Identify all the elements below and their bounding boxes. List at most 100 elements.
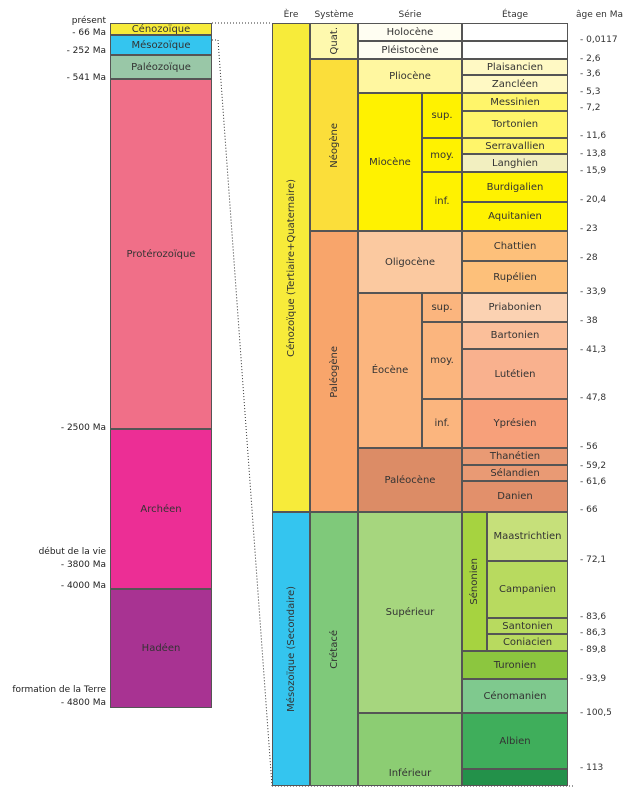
stage-lutetien-label: Lutétien: [494, 368, 536, 380]
system-paleogene-label: Paléogène: [328, 345, 340, 398]
age-tick: - 3,6: [580, 69, 601, 79]
header-systeme: Système: [314, 10, 354, 20]
system-paleogene: Paléogène: [310, 231, 358, 512]
stage-santonien: Santonien: [487, 618, 568, 634]
stage-zancleen-label: Zancléen: [491, 78, 539, 90]
age-tick: - 66: [580, 505, 598, 515]
stage-danien: Danien: [462, 481, 568, 512]
age-tick: - 61,6: [580, 477, 607, 487]
stage-cenomanien: Cénomanien: [462, 679, 568, 713]
eon-mesozoique: Mésozoïque: [110, 35, 212, 55]
stage-priabonien: Priabonien: [462, 293, 568, 322]
series-oligocene: Oligocène: [358, 231, 462, 293]
system-neogene: Néogène: [310, 59, 358, 231]
age-tick: - 28: [580, 253, 598, 263]
label-541ma: - 541 Ma: [66, 73, 106, 83]
eon-cenozoique: Cénozoïque: [110, 23, 212, 35]
age-tick: - 13,8: [580, 149, 607, 159]
stage-priabonien-label: Priabonien: [488, 302, 542, 313]
age-tick: - 41,3: [580, 345, 607, 355]
eon-hadeen: Hadéen: [110, 589, 212, 708]
subseries-miocene-inf: inf.: [422, 172, 462, 231]
age-tick: - 72,1: [580, 555, 607, 565]
stage-albien-label: Albien: [499, 735, 531, 747]
stage-maastrichtien-label: Maastrichtien: [493, 531, 562, 542]
stage-chattien: Chattien: [462, 231, 568, 261]
stage-zancleen: Zancléen: [462, 75, 568, 93]
subseries-eocene-inf: inf.: [422, 399, 462, 448]
series-paleocene-label: Paléocène: [384, 474, 436, 486]
header-ere: Ère: [283, 10, 299, 20]
stage-albien: Albien: [462, 713, 568, 769]
header-age: âge en Ma: [576, 10, 624, 20]
label-4000ma: - 4000 Ma: [60, 581, 106, 591]
stage-langhien-label: Langhien: [492, 157, 538, 169]
series-pleistocene-label: Pléistocène: [381, 44, 439, 56]
age-tick: - 0,0117: [580, 35, 618, 45]
subseries-senonien-label: Sénonien: [469, 558, 480, 605]
eon-mesozoique-label: Mésozoïque: [131, 39, 191, 51]
eon-archeen: Archéen: [110, 429, 212, 589]
series-inferieur-label: Inférieur: [388, 768, 432, 779]
age-tick: - 89,8: [580, 645, 607, 655]
era-cenozoique-label: Cénozoïque (Tertiaire+Quaternaire): [285, 178, 297, 357]
stage-burdigalien: Burdigalien: [462, 172, 568, 202]
stage-ypresien: Yprésien: [462, 399, 568, 448]
era-cenozoique: Cénozoïque (Tertiaire+Quaternaire): [272, 23, 310, 512]
subseries-miocene-inf-label: inf.: [434, 196, 450, 207]
eon-archeen-label: Archéen: [140, 503, 182, 515]
stage-thanetien-label: Thanétien: [489, 451, 541, 462]
subseries-eocene-moy-label: moy.: [430, 355, 454, 366]
series-holocene-label: Holocène: [386, 26, 434, 38]
stage-ypresien-label: Yprésien: [493, 418, 537, 429]
age-tick: - 100,5: [580, 708, 612, 718]
age-tick: - 5,3: [580, 87, 601, 97]
stage-chattien-label: Chattien: [493, 240, 537, 252]
stage-turonien-label: Turonien: [493, 659, 537, 671]
age-tick: - 86,3: [580, 628, 607, 638]
subseries-eocene-inf-label: inf.: [434, 418, 450, 429]
stage-rupelien-label: Rupélien: [493, 271, 537, 283]
system-neogene-label: Néogène: [328, 122, 340, 168]
connector-diagonal: [217, 39, 273, 787]
age-tick: - 33,9: [580, 287, 607, 297]
stage-plaisancien: Plaisancien: [462, 59, 568, 75]
series-miocene: Miocène: [358, 93, 422, 231]
stage-messinien-label: Messinien: [490, 96, 540, 108]
stage-selandien-label: Sélandien: [490, 467, 540, 479]
subseries-senonien: Sénonien: [462, 512, 487, 651]
series-eocene: Éocène: [358, 293, 422, 448]
stage-plaisancien-label: Plaisancien: [486, 61, 544, 73]
subseries-eocene-sup-label: sup.: [431, 302, 453, 313]
label-present: présent: [71, 16, 106, 26]
label-formation-terre: formation de la Terre: [12, 685, 106, 695]
stage-burdigalien-label: Burdigalien: [486, 181, 544, 193]
series-pleistocene: Pléistocène: [358, 41, 462, 59]
eon-cenozoique-label: Cénozoïque: [131, 23, 191, 35]
stage-bartonien: Bartonien: [462, 322, 568, 349]
stage-coniacien: Coniacien: [487, 634, 568, 651]
system-quat-label: Quat.: [328, 27, 340, 55]
subseries-miocene-moy: moy.: [422, 138, 462, 172]
label-debut-vie: début de la vie: [38, 547, 106, 557]
series-inferieur: Inférieur: [358, 713, 462, 786]
system-cretace: Crétacé: [310, 512, 358, 786]
stage-rupelien: Rupélien: [462, 261, 568, 293]
subseries-miocene-sup: sup.: [422, 93, 462, 138]
subseries-eocene-moy: moy.: [422, 322, 462, 399]
stage-coniacien-label: Coniacien: [502, 637, 553, 648]
stage-thanetien: Thanétien: [462, 448, 568, 465]
stage-langhien: Langhien: [462, 154, 568, 172]
stage-tortonien-label: Tortonien: [491, 119, 539, 130]
age-tick: - 11,6: [580, 131, 607, 141]
label-2500ma: - 2500 Ma: [60, 423, 106, 433]
series-superieur: Supérieur: [358, 512, 462, 713]
age-tick: - 20,4: [580, 195, 607, 205]
stage-lutetien: Lutétien: [462, 349, 568, 399]
stage-aquitanien-label: Aquitanien: [488, 211, 542, 222]
eon-proterozoique-label: Protérozoïque: [126, 248, 196, 260]
era-mesozoique-label: Mésozoïque (Secondaire): [285, 586, 297, 712]
series-eocene-label: Éocène: [371, 365, 409, 376]
age-tick: - 113: [580, 763, 604, 773]
series-superieur-label: Supérieur: [385, 607, 435, 618]
